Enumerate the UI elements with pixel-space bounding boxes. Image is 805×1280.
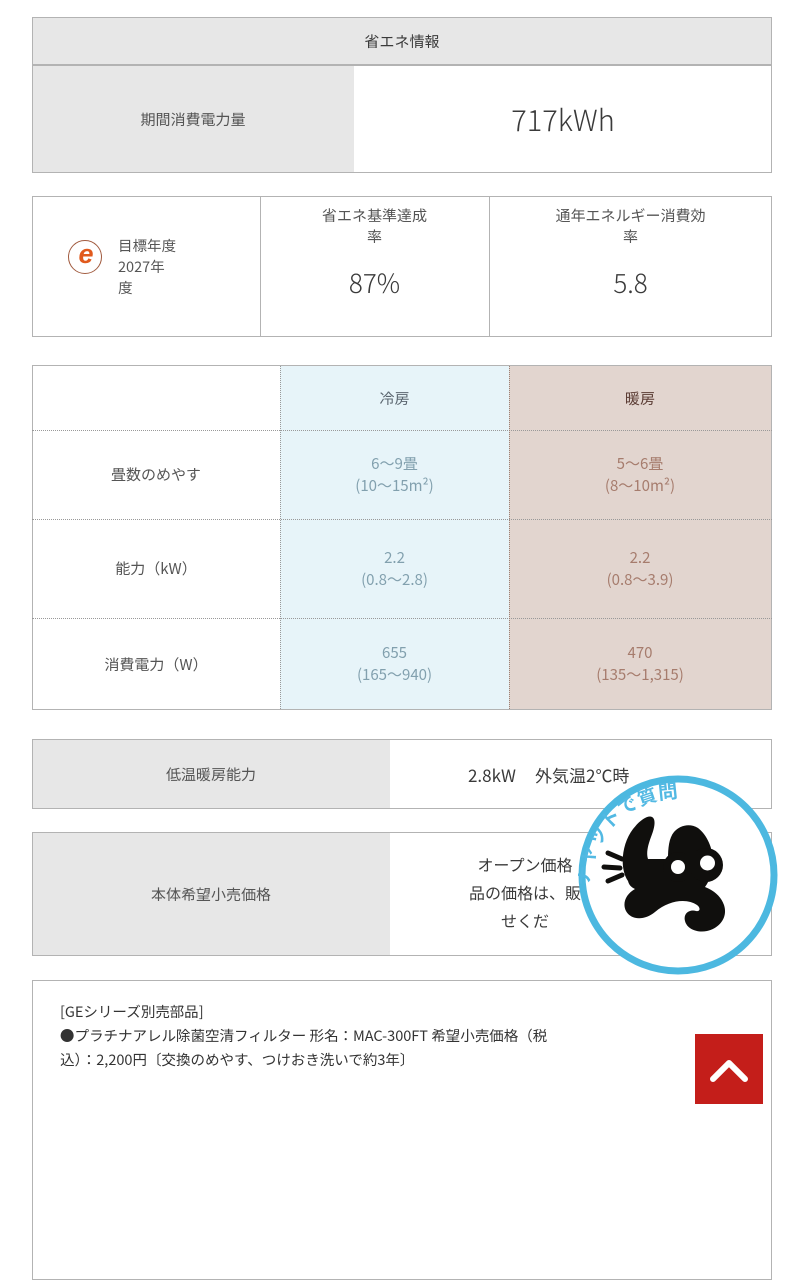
svg-text:e: e [78,240,93,269]
